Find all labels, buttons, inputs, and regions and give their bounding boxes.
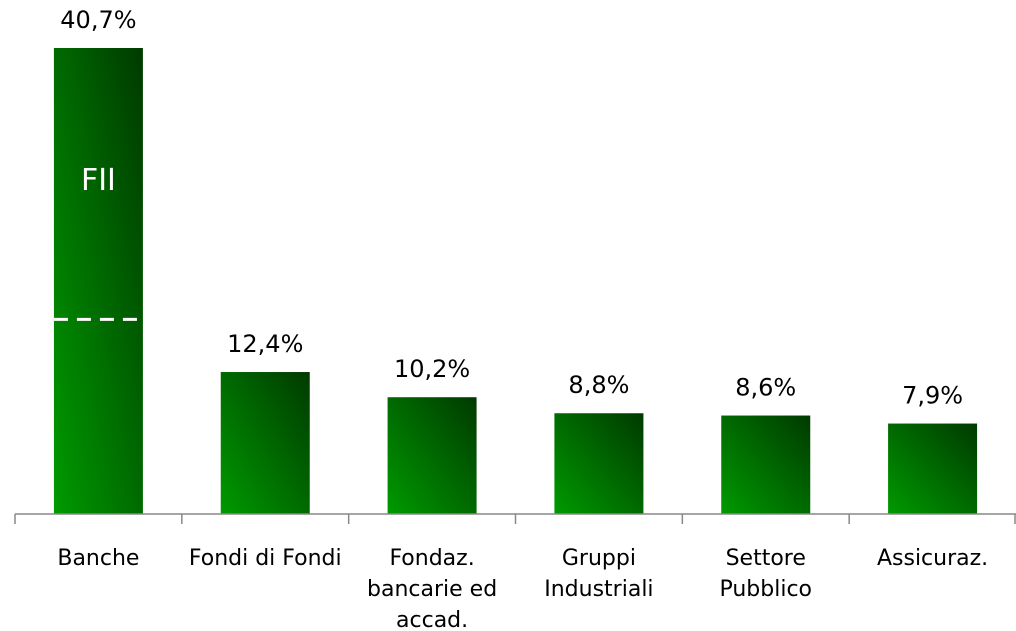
bar: [721, 415, 811, 514]
category-label: Assicuraz.: [876, 546, 989, 571]
bar: [53, 48, 143, 514]
annotation: FII: [81, 163, 116, 198]
category-label: Fondi di Fondi: [188, 546, 342, 571]
bar: [554, 413, 644, 514]
value-label: 8,6%: [735, 374, 796, 402]
bar: [387, 397, 477, 514]
value-label: 10,2%: [394, 355, 470, 383]
bar: [888, 423, 978, 514]
value-label: 40,7%: [60, 6, 136, 34]
category-label: Gruppi Industriali: [544, 546, 654, 602]
category-label: Banche: [57, 546, 140, 571]
value-label: 12,4%: [227, 330, 303, 358]
bar: [220, 372, 310, 514]
value-label: 7,9%: [902, 382, 963, 410]
value-label: 8,8%: [568, 371, 629, 399]
category-label: Fondaz. bancarie ed accad.: [367, 546, 498, 631]
category-label: Settore Pubblico: [719, 546, 813, 602]
